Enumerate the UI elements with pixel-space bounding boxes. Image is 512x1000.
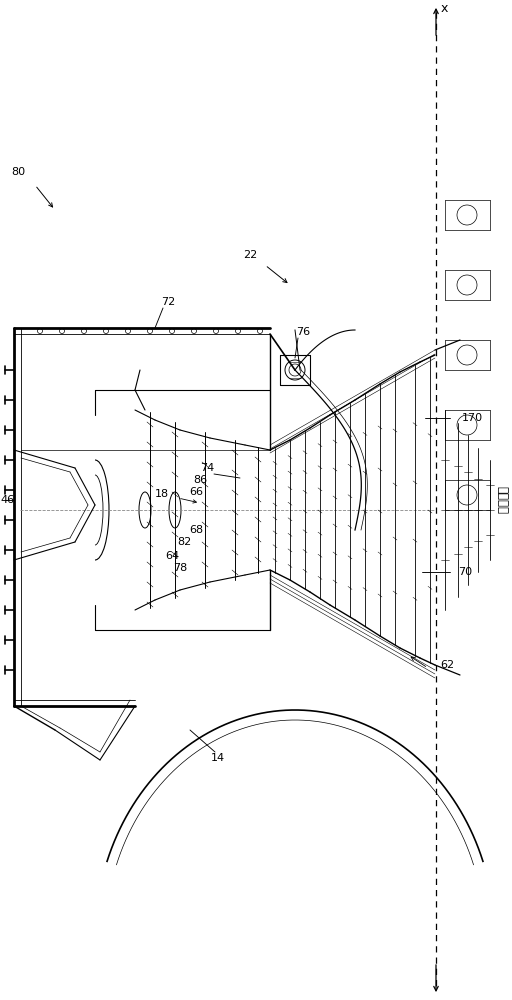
Text: 70: 70 (458, 567, 472, 577)
Text: 74: 74 (200, 463, 214, 473)
Text: 46: 46 (0, 495, 14, 505)
Text: 68: 68 (189, 525, 203, 535)
Text: 82: 82 (177, 537, 191, 547)
Text: 72: 72 (161, 297, 175, 307)
Text: x: x (441, 1, 449, 14)
Text: 现有技术: 现有技术 (496, 486, 508, 514)
Text: 62: 62 (440, 660, 454, 670)
Text: 14: 14 (211, 753, 225, 763)
Text: 18: 18 (155, 489, 169, 499)
Text: 64: 64 (165, 551, 179, 561)
Text: 22: 22 (243, 250, 257, 260)
Text: 78: 78 (173, 563, 187, 573)
Text: 170: 170 (462, 413, 483, 423)
Text: 66: 66 (189, 487, 203, 497)
Text: 76: 76 (296, 327, 310, 337)
Text: 80: 80 (11, 167, 25, 177)
Text: 86: 86 (193, 475, 207, 485)
